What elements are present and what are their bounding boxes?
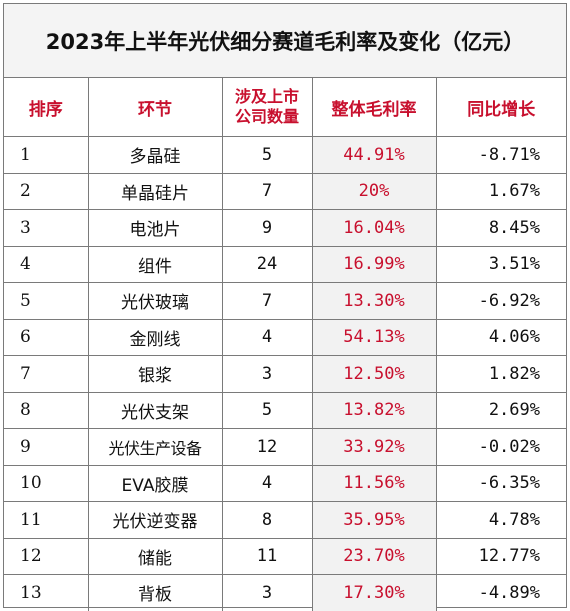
company-count-cell: 8 [221,501,313,539]
table-body: 1 多晶硅 5 44.91% -8.71% 2 单晶硅片 7 20% 1.67% 3 电池片 9 16.0… [4,136,566,611]
table-row: 9 光伏生产设备 12 33.92% -0.02% [4,428,566,466]
stage-cell: 光伏逆变器 [87,501,223,539]
rank-cell: 9 [4,428,89,466]
rank-cell: 1 [4,136,89,174]
table-row: 10 EVA胶膜 4 11.56% -6.35% [4,464,566,502]
rank-cell: 7 [4,355,89,393]
company-count-cell: 7 [221,172,313,210]
gross-margin-cell: 16.04% [311,209,437,247]
table-row: 3 电池片 9 16.04% 8.45% [4,209,566,247]
gross-margin-cell: 35.95% [311,501,437,539]
table-row: 2 单晶硅片 7 20% 1.67% [4,172,566,210]
gross-margin-cell: 13.82% [311,391,437,429]
gross-margin-cell: 12.50% [311,355,437,393]
company-count-cell: 4 [221,318,313,356]
gross-margin-cell: 54.13% [311,318,437,356]
gross-margin-cell: 33.92% [311,428,437,466]
table-row: 11 光伏逆变器 8 35.95% 4.78% [4,501,566,539]
company-count-cell: 9 [221,209,313,247]
table-row: 13 背板 3 17.30% -4.89% [4,574,566,611]
gross-margin-cell: 11.56% [311,464,437,502]
yoy-cell: -8.71% [435,136,566,174]
stage-cell: 储能 [87,537,223,575]
rank-cell: 6 [4,318,89,356]
gross-margin-cell: 23.70% [311,537,437,575]
yoy-cell: 2.69% [435,391,566,429]
yoy-cell: 4.06% [435,318,566,356]
rank-cell: 2 [4,172,89,210]
rank-cell: 3 [4,209,89,247]
company-count-cell: 11 [221,537,313,575]
table-row: 5 光伏玻璃 7 13.30% -6.92% [4,282,566,320]
stage-cell: 光伏支架 [87,391,223,429]
table-row: 1 多晶硅 5 44.91% -8.71% [4,136,566,174]
header-rank: 排序 [4,78,89,137]
gross-margin-cell: 20% [311,172,437,210]
stage-cell: 单晶硅片 [87,172,223,210]
table-frame: 2023年上半年光伏细分赛道毛利率及变化（亿元） 排序 环节 涉及上市 公司数量… [3,3,567,611]
yoy-cell: -4.89% [435,574,566,611]
stage-cell: 光伏玻璃 [87,282,223,320]
stage-cell: 电池片 [87,209,223,247]
yoy-cell: -0.02% [435,428,566,466]
company-count-cell: 12 [221,428,313,466]
header-stage: 环节 [87,78,223,137]
yoy-cell: 4.78% [435,501,566,539]
header-count-line2: 公司数量 [234,107,299,126]
header-gross-margin: 整体毛利率 [311,78,437,137]
table-row: 4 组件 24 16.99% 3.51% [4,245,566,283]
header-yoy: 同比增长 [435,78,566,137]
gross-margin-cell: 17.30% [311,574,437,611]
company-count-cell: 7 [221,282,313,320]
rank-cell: 8 [4,391,89,429]
table-row: 6 金刚线 4 54.13% 4.06% [4,318,566,356]
rank-cell: 12 [4,537,89,575]
yoy-cell: 3.51% [435,245,566,283]
stage-cell: EVA胶膜 [87,464,223,502]
yoy-cell: -6.35% [435,464,566,502]
company-count-cell: 24 [221,245,313,283]
margin-table: 排序 环节 涉及上市 公司数量 整体毛利率 同比增长 1 多晶硅 5 44.91% -8… [4,78,566,611]
yoy-cell: 1.67% [435,172,566,210]
gross-margin-cell: 16.99% [311,245,437,283]
company-count-cell: 3 [221,574,313,611]
company-count-cell: 3 [221,355,313,393]
stage-cell: 背板 [87,574,223,611]
yoy-cell: -6.92% [435,282,566,320]
rank-cell: 11 [4,501,89,539]
yoy-cell: 8.45% [435,209,566,247]
stage-cell: 多晶硅 [87,136,223,174]
rank-cell: 5 [4,282,89,320]
company-count-cell: 5 [221,136,313,174]
rank-cell: 13 [4,574,89,611]
stage-cell: 金刚线 [87,318,223,356]
yoy-cell: 1.82% [435,355,566,393]
table-row: 7 银浆 3 12.50% 1.82% [4,355,566,393]
company-count-cell: 4 [221,464,313,502]
yoy-cell: 12.77% [435,537,566,575]
gross-margin-cell: 13.30% [311,282,437,320]
gross-margin-cell: 44.91% [311,136,437,174]
table-row: 12 储能 11 23.70% 12.77% [4,537,566,575]
table-title: 2023年上半年光伏细分赛道毛利率及变化（亿元） [4,4,566,78]
header-company-count: 涉及上市 公司数量 [221,78,313,137]
rank-cell: 10 [4,464,89,502]
header-count-line1: 涉及上市 [234,87,299,106]
stage-cell: 组件 [87,245,223,283]
stage-cell: 光伏生产设备 [87,428,223,466]
header-row: 排序 环节 涉及上市 公司数量 整体毛利率 同比增长 [4,78,566,137]
stage-cell: 银浆 [87,355,223,393]
table-row: 8 光伏支架 5 13.82% 2.69% [4,391,566,429]
rank-cell: 4 [4,245,89,283]
company-count-cell: 5 [221,391,313,429]
